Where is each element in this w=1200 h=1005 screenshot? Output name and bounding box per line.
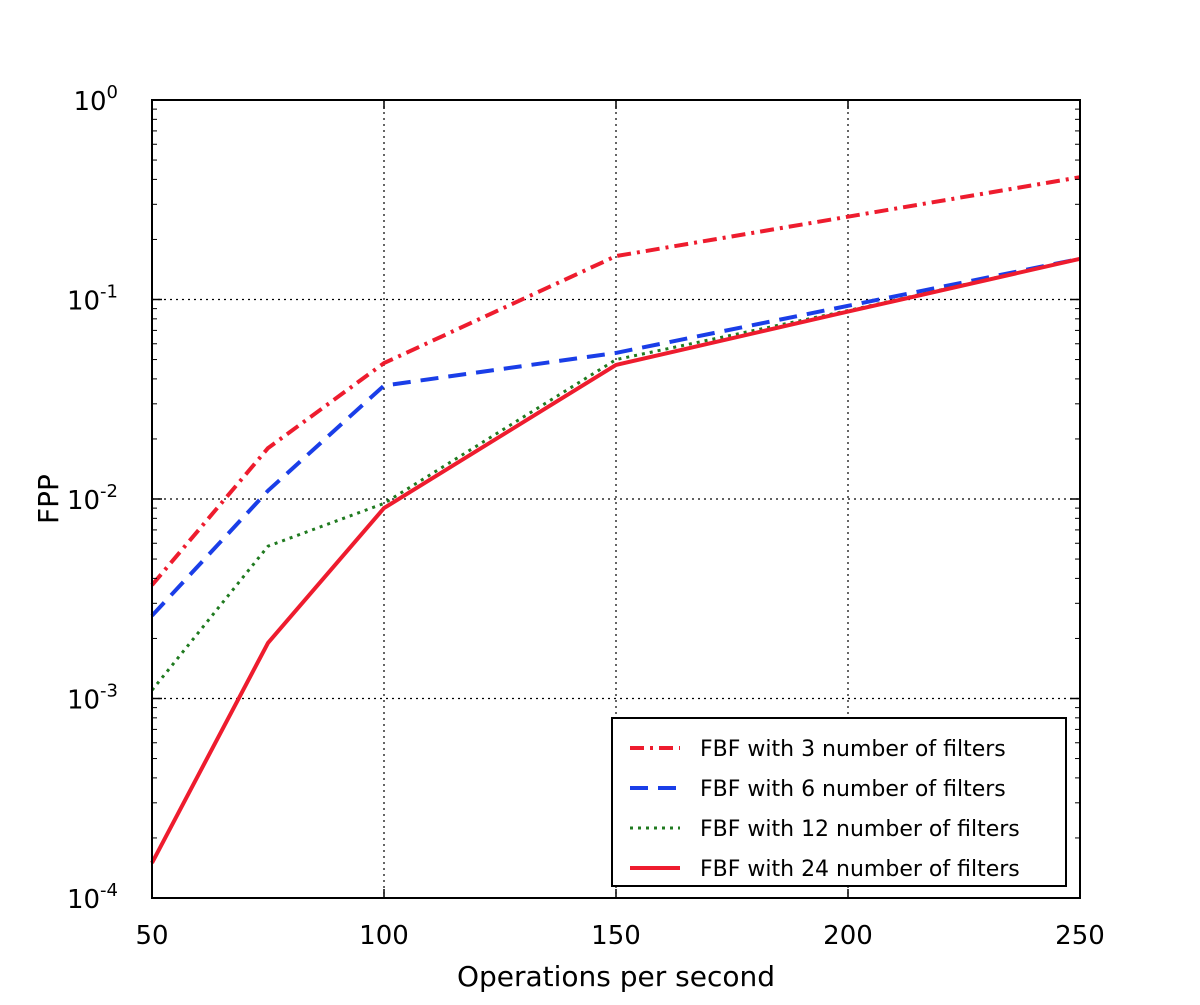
y-tick-label: 100 (73, 82, 118, 117)
legend-label: FBF with 6 number of filters (700, 777, 1006, 802)
y-tick-label: 10-1 (67, 282, 118, 317)
x-tick-label: 150 (591, 921, 641, 951)
y-tick-base: 10 (73, 87, 106, 117)
y-tick-base: 10 (67, 686, 100, 716)
x-tick-label: 50 (135, 921, 168, 951)
y-tick-exponent: -1 (100, 282, 118, 303)
y-tick-exponent: -4 (100, 880, 118, 901)
y-tick-base: 10 (67, 885, 100, 915)
legend-label: FBF with 3 number of filters (700, 737, 1006, 762)
x-axis-title: Operations per second (457, 960, 775, 993)
legend-label: FBF with 24 number of filters (700, 857, 1020, 882)
x-tick-label: 100 (359, 921, 409, 951)
x-tick-label: 250 (1055, 921, 1105, 951)
y-tick-label: 10-4 (67, 880, 118, 915)
y-tick-exponent: -3 (100, 681, 118, 702)
y-axis-title: FPP (32, 474, 65, 524)
legend-label: FBF with 12 number of filters (700, 817, 1020, 842)
y-tick-base: 10 (67, 287, 100, 317)
y-tick-label: 10-3 (67, 681, 118, 716)
y-tick-exponent: 0 (107, 82, 118, 103)
x-tick-label: 200 (823, 921, 873, 951)
y-tick-label: 10-2 (67, 481, 118, 516)
x-tick-labels: 50 100 150 200 250 (135, 921, 1104, 951)
legend: FBF with 3 number of filters FBF with 6 n… (612, 718, 1066, 886)
y-tick-base: 10 (67, 486, 100, 516)
y-tick-exponent: -2 (100, 481, 118, 502)
